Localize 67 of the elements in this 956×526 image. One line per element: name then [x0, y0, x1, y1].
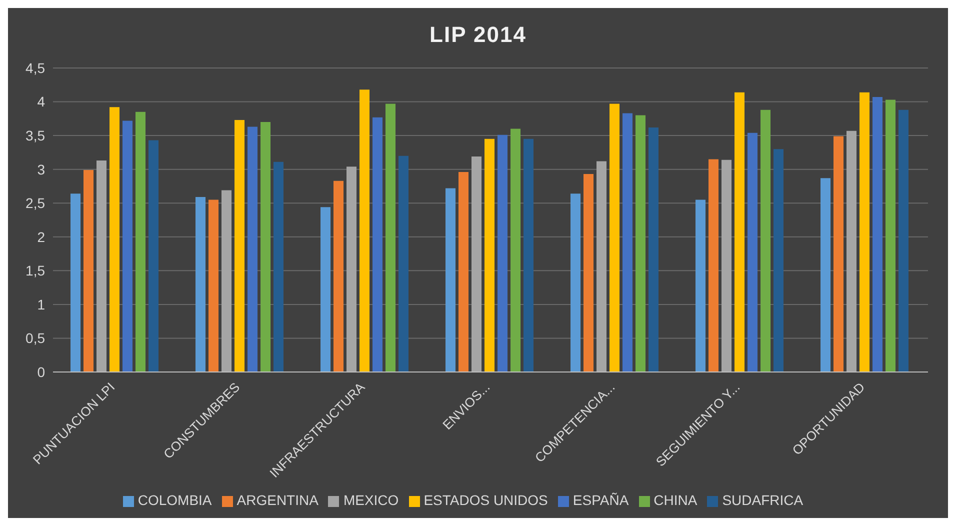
- legend-label: COLOMBIA: [138, 492, 212, 508]
- bar: [846, 130, 856, 372]
- bar: [122, 120, 132, 372]
- bar: [84, 170, 94, 372]
- y-tick-label: 3: [37, 161, 46, 178]
- bar: [622, 113, 632, 372]
- bar: [636, 115, 646, 372]
- bar: [596, 161, 606, 372]
- chart-title: LIP 2014: [428, 21, 528, 49]
- bar: [570, 194, 580, 372]
- bar: [584, 174, 594, 372]
- bar: [886, 100, 896, 372]
- bar: [222, 190, 232, 372]
- bar: [346, 166, 356, 372]
- legend-label: ESTADOS UNIDOS: [424, 492, 548, 508]
- bar: [760, 110, 770, 372]
- bar: [458, 172, 468, 372]
- bar: [360, 90, 370, 372]
- bar: [510, 128, 520, 372]
- y-tick-label: 2: [37, 228, 46, 245]
- legend-label: MEXICO: [343, 492, 399, 508]
- y-tick-label: 1,5: [26, 262, 46, 279]
- bar: [820, 178, 830, 372]
- legend-label: ESPAÑA: [572, 492, 629, 508]
- bar: [734, 92, 744, 372]
- bar: [70, 194, 80, 372]
- bar: [148, 140, 158, 372]
- bar: [774, 149, 784, 372]
- bar: [196, 197, 206, 372]
- bar: [872, 97, 882, 372]
- bar: [860, 92, 870, 372]
- y-tick-label: 2,5: [26, 195, 46, 212]
- bar: [398, 156, 408, 372]
- bar: [248, 126, 258, 372]
- bar: [834, 136, 844, 372]
- bar: [498, 134, 508, 372]
- bar: [136, 112, 146, 372]
- bar: [696, 200, 706, 372]
- bar: [748, 132, 758, 372]
- bar: [372, 117, 382, 372]
- bar: [234, 120, 244, 372]
- bar: [208, 200, 218, 372]
- bar: [386, 104, 396, 372]
- legend-label: CHINA: [654, 492, 698, 508]
- y-tick-label: 3,5: [26, 128, 46, 144]
- bar: [472, 156, 482, 372]
- bar: [648, 127, 658, 372]
- bar: [524, 138, 534, 372]
- legend-label: SUDAFRICA: [722, 492, 804, 508]
- bar: [898, 110, 908, 372]
- bar: [484, 138, 494, 372]
- bar: [334, 180, 344, 372]
- y-tick-label: 4,5: [26, 60, 46, 76]
- bar: [260, 122, 270, 372]
- bar: [722, 160, 732, 372]
- y-tick-label: 0: [37, 364, 46, 380]
- bar: [708, 159, 718, 372]
- bar: [320, 207, 330, 372]
- y-tick-label: 0,5: [26, 330, 46, 346]
- bar: [610, 104, 620, 372]
- y-tick-label: 4: [37, 94, 46, 110]
- bar: [110, 107, 120, 372]
- bar: [274, 162, 284, 372]
- bar: [96, 160, 106, 372]
- legend-label: ARGENTINA: [236, 492, 318, 508]
- bar: [446, 188, 456, 372]
- y-tick-label: 1: [37, 296, 46, 312]
